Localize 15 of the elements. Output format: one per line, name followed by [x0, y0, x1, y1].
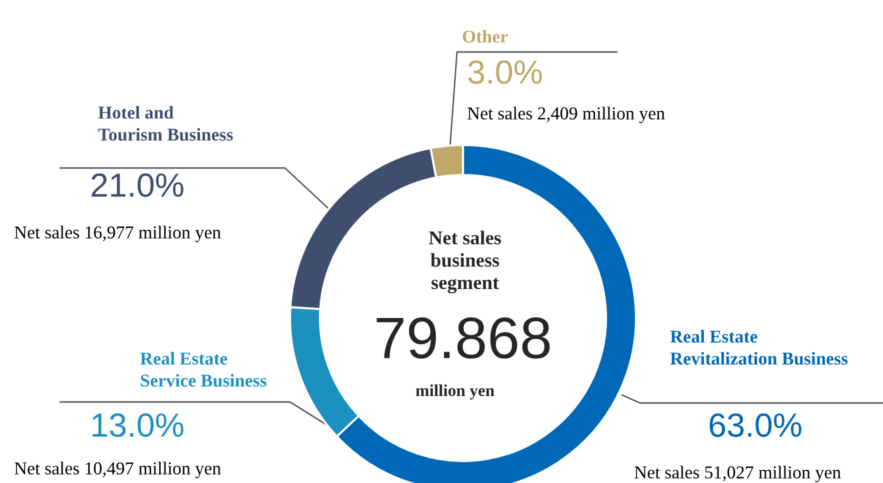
slice-label: Real Estate Service Business: [140, 352, 266, 387]
text: Net sales 2,409 million yen: [468, 106, 665, 124]
data-label: 21.0%: [92, 173, 184, 197]
data-label: 13.0%: [92, 413, 184, 437]
text: million yen: [416, 384, 494, 400]
text: Net sales 51,027 million yen: [634, 466, 841, 482]
text: Net sales 16,977 million yen: [14, 226, 221, 242]
text: 79.868: [376, 317, 550, 359]
slice-label: Other: [462, 30, 508, 43]
text: Net sales business segment: [428, 230, 501, 294]
text: Net sales 10,497 million yen: [14, 462, 221, 478]
slice-label: Real Estate Revitalization Business: [670, 330, 848, 365]
data-label: 3.0%: [468, 60, 542, 84]
slice-label: Hotel and Tourism Business: [98, 106, 233, 141]
data-label: 63.0%: [710, 413, 802, 437]
